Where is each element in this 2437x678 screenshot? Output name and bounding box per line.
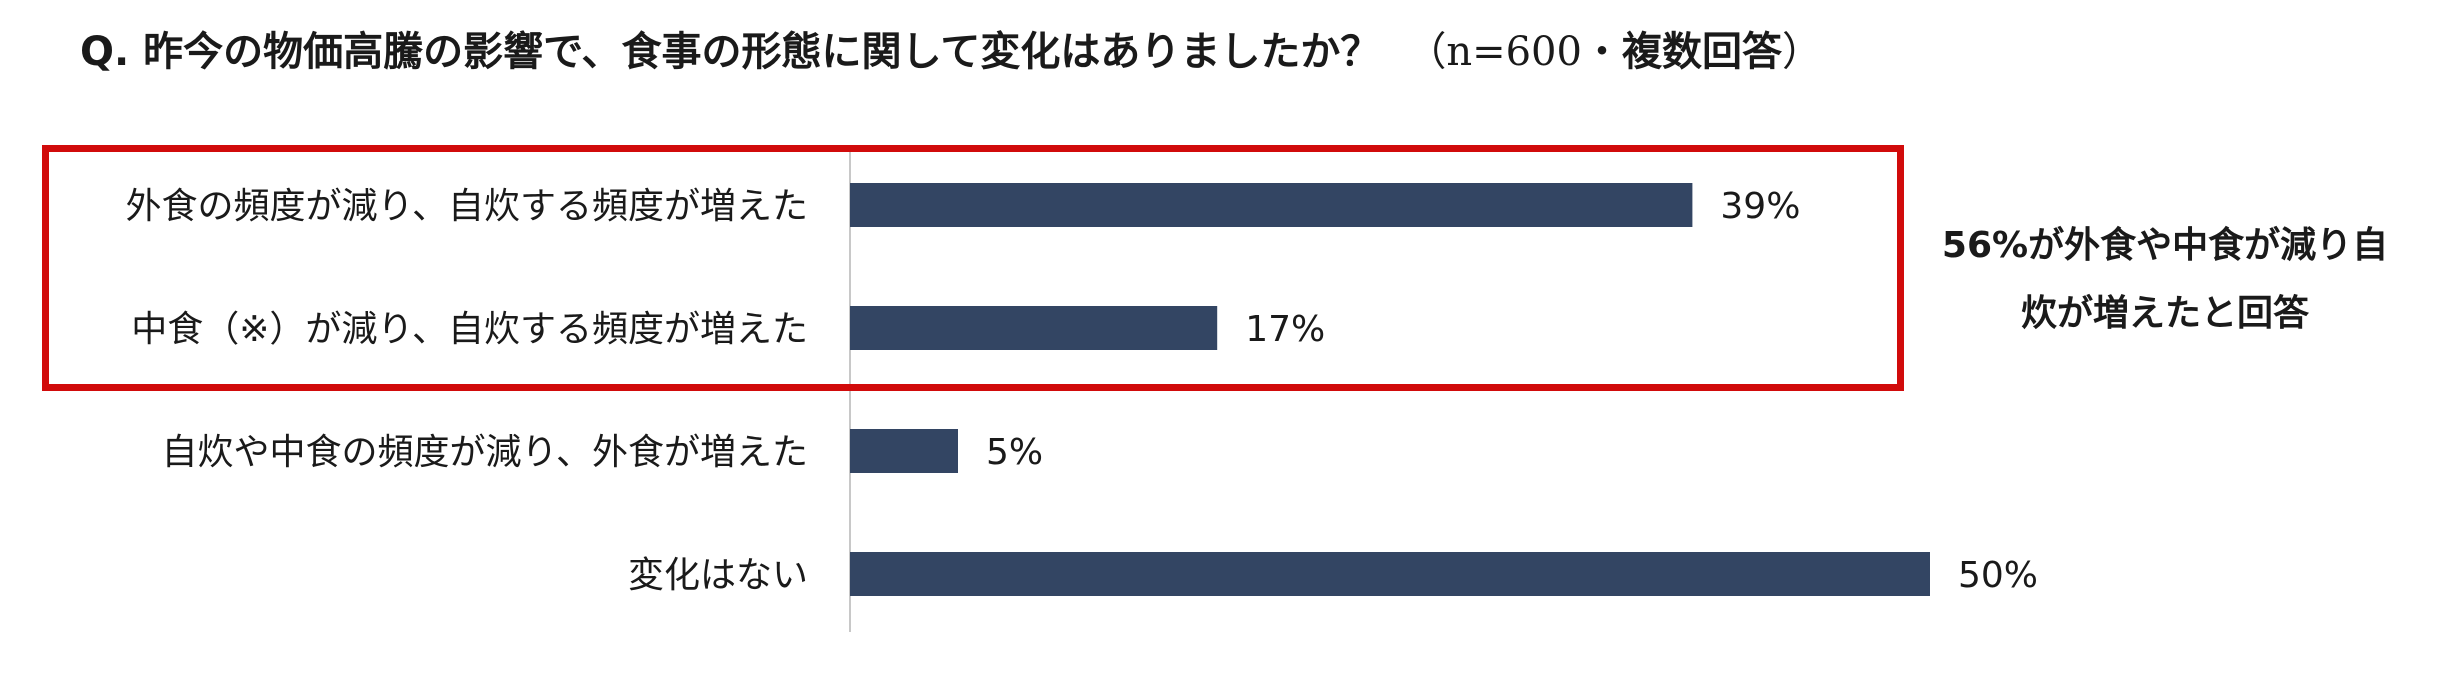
bar bbox=[850, 306, 1218, 350]
title-note: （n=600・複数回答） bbox=[1406, 29, 1822, 75]
category-label: 中食（※）が減り、自炊する頻度が増えた bbox=[131, 309, 808, 350]
category-label: 変化はない bbox=[628, 555, 808, 596]
value-label: 39% bbox=[1720, 186, 1800, 227]
bar bbox=[850, 183, 1693, 227]
title-question: Q. 昨今の物価高騰の影響で、食事の形態に関して変化はありましたか？ bbox=[80, 29, 1381, 75]
highlight-box bbox=[42, 145, 1904, 391]
category-label: 外食の頻度が減り、自炊する頻度が増えた bbox=[125, 186, 808, 227]
annotation-line-1: 56%が外食や中食が減り自 bbox=[1941, 225, 2389, 266]
bar bbox=[850, 552, 1930, 596]
chart-title: Q. 昨今の物価高騰の影響で、食事の形態に関して変化はありましたか？ （n=600… bbox=[80, 22, 1822, 82]
annotation-line-2: 炊が増えたと回答 bbox=[2020, 293, 2309, 334]
category-label: 自炊や中食の頻度が減り、外食が増えた bbox=[161, 432, 808, 473]
title-note-close: ） bbox=[1781, 29, 1822, 75]
title-note-open: （n=600・ bbox=[1406, 29, 1622, 75]
annotation-callout: 56%が外食や中食が減り自 炊が増えたと回答 bbox=[1920, 212, 2410, 348]
bar bbox=[850, 429, 958, 473]
value-label: 5% bbox=[986, 432, 1043, 473]
value-label: 17% bbox=[1245, 309, 1325, 350]
value-label: 50% bbox=[1958, 555, 2038, 596]
title-note-bold: 複数回答 bbox=[1621, 29, 1782, 75]
